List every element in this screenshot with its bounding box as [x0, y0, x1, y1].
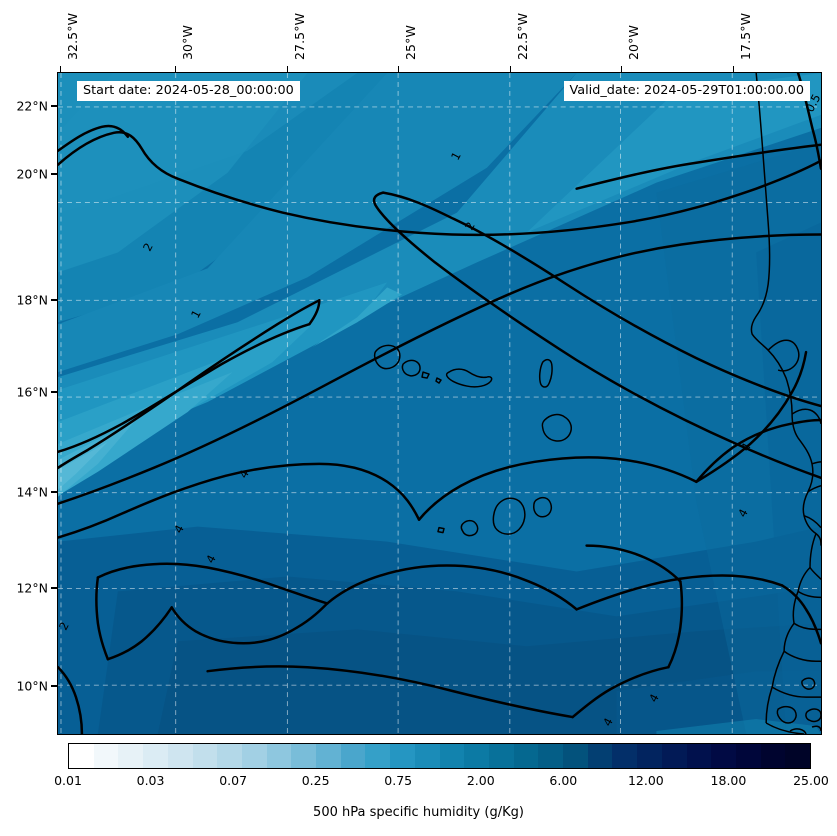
x-tick-mark-3 — [398, 66, 400, 72]
y-tick-mark-6 — [51, 685, 57, 687]
colorbar-segment-3 — [143, 744, 168, 768]
colorbar-segment-27 — [735, 744, 761, 768]
colorbar-segment-9 — [291, 744, 317, 768]
colorbar-tick-label-5: 2.00 — [466, 773, 495, 788]
x-tick-mark-4 — [510, 66, 512, 72]
colorbar[interactable] — [68, 743, 811, 769]
colorbar-segment-0 — [69, 744, 94, 768]
x-tick-label-5: 20°W — [626, 25, 641, 60]
colorbar-segment-10 — [316, 744, 341, 768]
x-tick-label-4: 22.5°W — [515, 12, 530, 60]
colorbar-tick-label-1: 0.03 — [136, 773, 165, 788]
x-tick-mark-1 — [175, 66, 177, 72]
start-date-banner: Start date: 2024-05-28_00:00:00 — [77, 81, 300, 101]
colorbar-segment-21 — [587, 744, 613, 768]
colorbar-tick-label-3: 0.25 — [301, 773, 330, 788]
y-tick-label-0: 22°N — [16, 98, 48, 114]
colorbar-segment-15 — [439, 744, 465, 768]
colorbar-segment-4 — [167, 744, 193, 768]
colorbar-segment-12 — [365, 744, 391, 768]
colorbar-segment-29 — [785, 744, 811, 768]
y-tick-label-1: 20°N — [16, 166, 48, 182]
x-tick-label-6: 17.5°W — [738, 12, 753, 60]
y-tick-label-2: 18°N — [16, 292, 48, 308]
colorbar-segment-13 — [390, 744, 415, 768]
valid-date-banner: Valid_date: 2024-05-29T01:00:00.00 — [563, 81, 810, 101]
colorbar-segment-26 — [711, 744, 736, 768]
x-tick-label-2: 27.5°W — [292, 12, 307, 60]
colorbar-tick-label-2: 0.07 — [219, 773, 248, 788]
colorbar-segment-11 — [340, 744, 366, 768]
y-tick-label-4: 14°N — [16, 484, 48, 500]
colorbar-segment-5 — [192, 744, 218, 768]
map-plot-area[interactable]: 0.5 1 1 2 2 2 4 4 4 4 4 4 4 Start date: 2024-05-28_0… — [57, 72, 822, 735]
y-tick-mark-0 — [51, 105, 57, 107]
colorbar-segment-14 — [414, 744, 440, 768]
x-tick-label-0: 32.5°W — [65, 12, 80, 60]
x-tick-mark-6 — [733, 66, 735, 72]
y-tick-mark-4 — [51, 491, 57, 493]
colorbar-tick-label-9: 25.00 — [793, 773, 829, 788]
colorbar-segment-8 — [266, 744, 292, 768]
colorbar-segment-18 — [513, 744, 539, 768]
colorbar-segment-2 — [118, 744, 144, 768]
colorbar-segment-24 — [661, 744, 687, 768]
x-tick-mark-5 — [621, 66, 623, 72]
colorbar-segment-7 — [241, 744, 267, 768]
colorbar-segment-16 — [464, 744, 489, 768]
colorbar-segment-20 — [563, 744, 588, 768]
colorbar-axis-label: 500 hPa specific humidity (g/Kg) — [313, 805, 524, 820]
y-tick-label-3: 16°N — [16, 384, 48, 400]
y-tick-mark-1 — [51, 173, 57, 175]
colorbar-segment-22 — [612, 744, 638, 768]
x-tick-label-3: 25°W — [403, 25, 418, 60]
colorbar-segment-28 — [760, 744, 786, 768]
x-tick-mark-2 — [287, 66, 289, 72]
colorbar-segment-23 — [637, 744, 662, 768]
colorbar-segment-6 — [217, 744, 242, 768]
colorbar-tick-label-4: 0.75 — [384, 773, 413, 788]
x-tick-mark-0 — [60, 66, 62, 72]
colorbar-tick-label-6: 6.00 — [549, 773, 578, 788]
colorbar-tick-label-8: 18.00 — [710, 773, 747, 788]
y-tick-mark-2 — [51, 299, 57, 301]
colorbar-segment-25 — [686, 744, 712, 768]
colorbar-segment-17 — [488, 744, 514, 768]
colorbar-tick-label-0: 0.01 — [54, 773, 82, 788]
x-tick-label-1: 30°W — [180, 25, 195, 60]
colorbar-tick-label-7: 12.00 — [627, 773, 664, 788]
y-tick-mark-3 — [51, 391, 57, 393]
colorbar-segment-1 — [93, 744, 119, 768]
y-tick-label-6: 10°N — [16, 678, 48, 694]
colorbar-segment-19 — [538, 744, 564, 768]
map-contour-canvas — [58, 73, 821, 734]
y-tick-mark-5 — [51, 587, 57, 589]
y-tick-label-5: 12°N — [16, 580, 48, 596]
